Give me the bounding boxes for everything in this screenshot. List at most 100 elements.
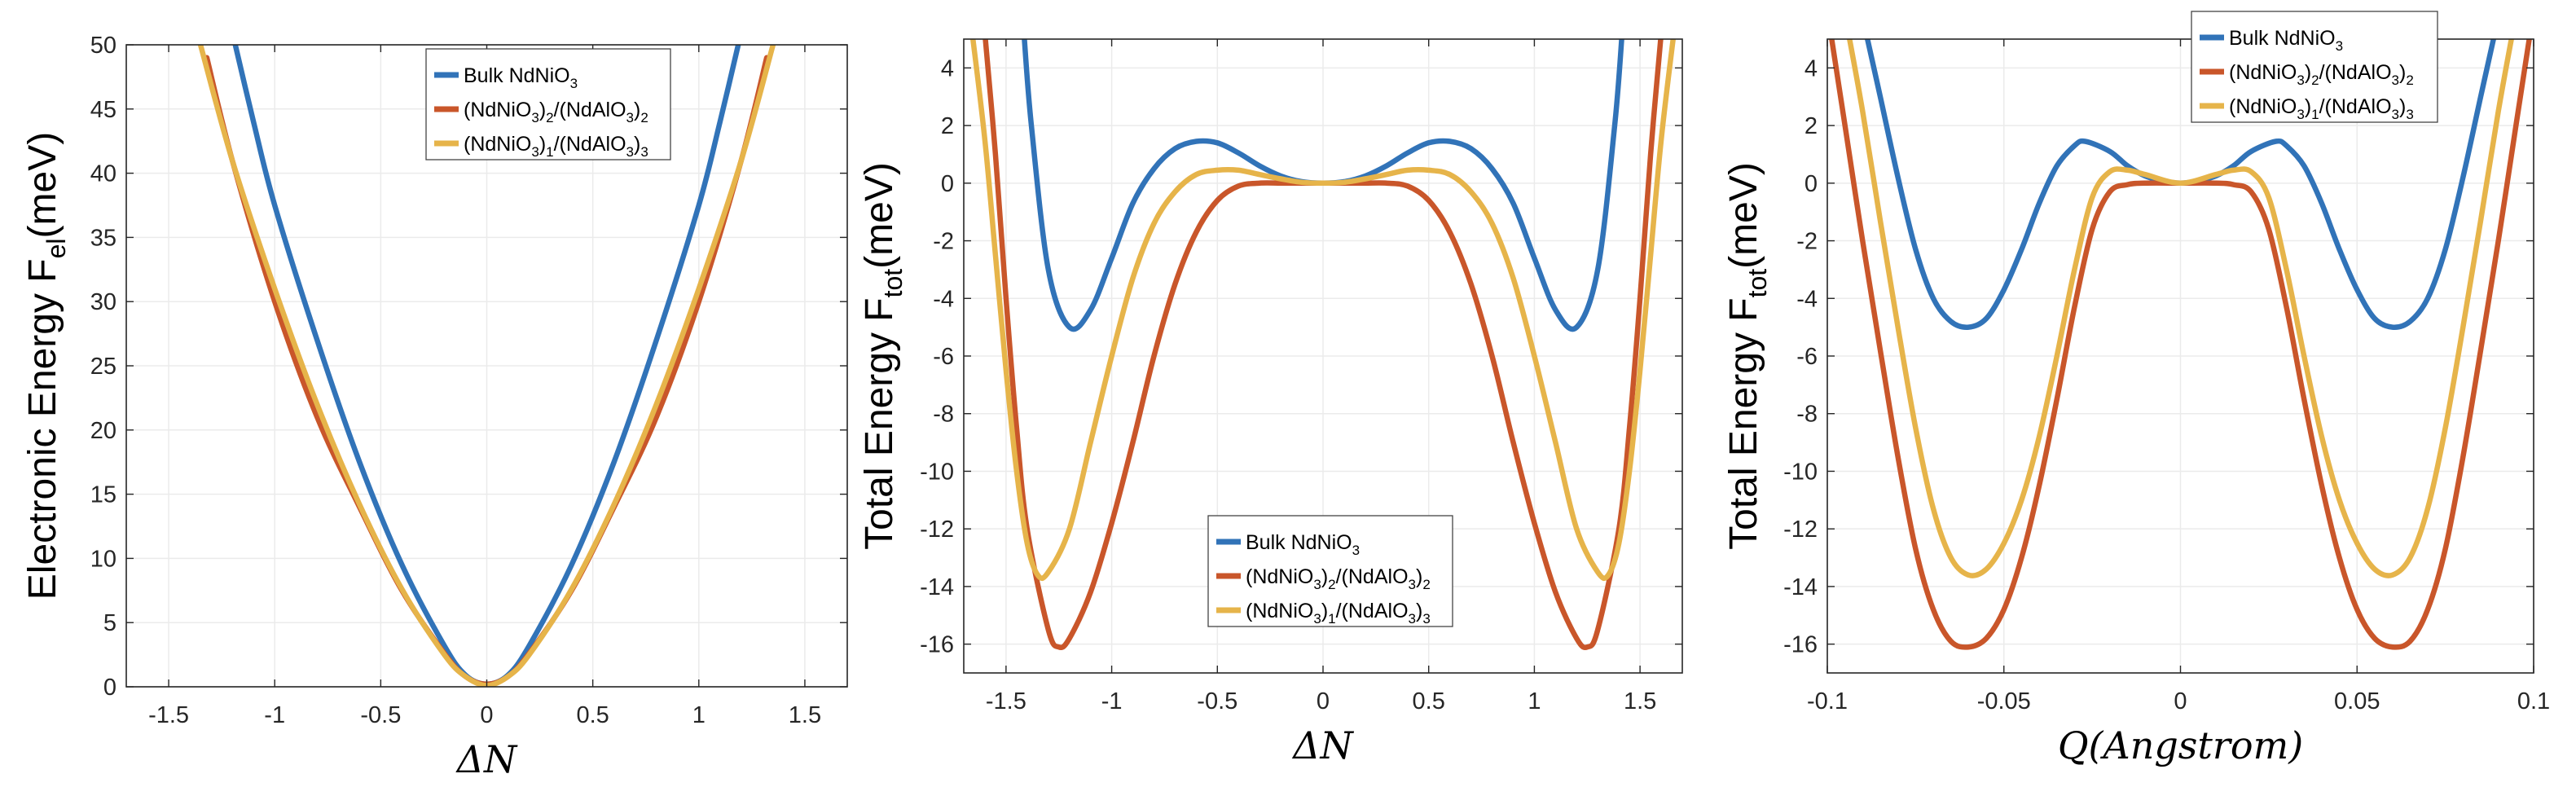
y-tick-label: 20	[90, 418, 116, 444]
x-tick-label: -1.5	[148, 702, 189, 728]
legend-sub: 2	[640, 110, 648, 125]
y-tick-label: -8	[1796, 402, 1818, 428]
y-axis-label-sub: el	[42, 238, 71, 258]
legend: Bulk NdNiO3(NdNiO3)2/(NdAlO3)2(NdNiO3)1/…	[2191, 11, 2438, 123]
legend-part: )	[1416, 565, 1422, 588]
x-axis-label: Q(Angstrom)	[2058, 723, 2303, 767]
legend-label-n1: (NdNiO3)1/(NdAlO3)3	[1246, 600, 1431, 627]
y-axis-label-tail: (meV)	[21, 132, 64, 239]
y-tick-label: 15	[90, 482, 116, 508]
legend-part: )	[634, 99, 640, 121]
legend-part: /(NdAlO	[2319, 61, 2392, 84]
y-axis-label-sub: tot	[878, 269, 908, 298]
legend-part: /(NdAlO	[1336, 600, 1409, 622]
chart-panel-1: -1.5 -1 -0.5 0 0.5 1 1.5 0 5 10 15 20 25 30 35 40 45 50 El…	[21, 33, 848, 781]
y-tick-label: -10	[920, 459, 954, 485]
legend-part: Bulk NdNiO	[1246, 531, 1352, 554]
x-tick-label: -0.5	[1197, 688, 1237, 714]
x-tick-label: -1	[1101, 688, 1123, 714]
y-tick-label: 0	[1805, 171, 1818, 197]
y-axis-label-tail: (meV)	[858, 162, 901, 269]
legend-box	[2191, 11, 2438, 123]
y-axis-label-main: Total Energy F	[858, 297, 901, 549]
legend-part: )	[2305, 61, 2311, 84]
x-tick-label: 0	[1317, 688, 1330, 714]
legend-sub: 3	[531, 144, 538, 160]
legend-part: )	[2305, 95, 2311, 118]
legend-label-n1: (NdNiO3)1/(NdAlO3)3	[2229, 95, 2414, 122]
legend-box	[425, 48, 671, 160]
legend-sub: 2	[2406, 73, 2413, 88]
legend-part: (NdNiO	[1246, 600, 1313, 622]
legend-sub: 3	[1313, 611, 1321, 627]
legend-part: )	[1321, 565, 1328, 588]
y-tick-label: 2	[1805, 113, 1818, 139]
legend-sub: 3	[2297, 107, 2304, 122]
legend: Bulk NdNiO3(NdNiO3)2/(NdAlO3)2(NdNiO3)1/…	[425, 48, 671, 160]
y-tick-label: 10	[90, 546, 116, 572]
legend-sub: 3	[2336, 38, 2343, 54]
legend-box	[1207, 515, 1453, 627]
series-group	[969, 39, 1677, 651]
legend-sub: 1	[2311, 107, 2319, 122]
y-axis-label: Total Energy Ftot(meV)	[1722, 162, 1772, 550]
x-tick-label: 0.1	[2517, 688, 2550, 714]
legend-sub: 3	[2392, 107, 2399, 122]
legend-part: /(NdAlO	[554, 133, 626, 156]
series-group	[1829, 39, 2532, 650]
x-tick-label: 0.05	[2334, 688, 2380, 714]
y-tick-label: -6	[933, 344, 954, 370]
x-tick-label: -1	[264, 702, 285, 728]
legend-label-bulk: Bulk NdNiO3	[1246, 531, 1360, 558]
y-tick-label: -4	[933, 286, 954, 312]
legend-part: Bulk NdNiO	[2229, 27, 2336, 50]
legend-label-bulk: Bulk NdNiO3	[2229, 27, 2343, 54]
legend-sub: 1	[546, 144, 553, 160]
y-tick-label: 2	[941, 113, 954, 139]
legend-label-n2: (NdNiO3)2/(NdAlO3)2	[1246, 565, 1431, 592]
legend-part: /(NdAlO	[1336, 565, 1409, 588]
y-tick-label: 30	[90, 289, 116, 315]
x-tick-label: -0.1	[1807, 688, 1848, 714]
legend-label-n2: (NdNiO3)2/(NdAlO3)2	[2229, 61, 2414, 88]
legend-sub: 3	[1422, 611, 1430, 627]
y-axis-label: Electronic Energy Fel(meV)	[21, 132, 71, 600]
y-tick-label: -4	[1796, 286, 1818, 312]
x-tick-label: 0	[480, 702, 493, 728]
y-tick-label: 40	[90, 161, 116, 187]
y-axis-label-sub: tot	[1743, 269, 1772, 298]
legend-label-bulk: Bulk NdNiO3	[464, 64, 578, 91]
x-tick-label: -1.5	[986, 688, 1026, 714]
legend-label-n1: (NdNiO3)1/(NdAlO3)3	[464, 133, 648, 160]
legend-part: (NdNiO	[2229, 61, 2297, 84]
y-tick-label: 50	[90, 33, 116, 59]
series-line-n1	[969, 39, 1677, 582]
legend-label-n2: (NdNiO3)2/(NdAlO3)2	[464, 99, 648, 125]
x-tick-label: 1	[692, 702, 706, 728]
x-tick-label: 0.5	[1413, 688, 1445, 714]
legend-sub: 3	[640, 144, 648, 160]
legend: Bulk NdNiO3(NdNiO3)2/(NdAlO3)2(NdNiO3)1/…	[1207, 515, 1453, 627]
y-tick-label: 5	[103, 610, 116, 636]
y-tick-label: -14	[920, 574, 954, 600]
legend-sub: 1	[1328, 611, 1335, 627]
x-tick-label: 0.5	[576, 702, 609, 728]
legend-part: /(NdAlO	[2319, 95, 2392, 118]
legend-part: )	[539, 133, 546, 156]
chart-panel-2: -1.5 -1 -0.5 0 0.5 1 1.5 -16 -14 -12 -10 -8 -6 -4 -2 0 2…	[858, 38, 1683, 767]
legend-sub: 3	[1409, 577, 1416, 592]
legend-sub: 3	[531, 110, 538, 125]
x-tick-label: 1	[1528, 688, 1541, 714]
y-tick-label: -2	[1796, 229, 1818, 255]
y-tick-label: 0	[941, 171, 954, 197]
legend-sub: 3	[1352, 543, 1360, 558]
x-tick-label: 1.5	[789, 702, 821, 728]
y-tick-label: 25	[90, 354, 116, 380]
legend-sub: 3	[2392, 73, 2399, 88]
x-tick-label: 1.5	[1624, 688, 1656, 714]
legend-part: )	[634, 133, 640, 156]
y-tick-label: -16	[1783, 632, 1818, 658]
y-tick-label: -8	[933, 402, 954, 428]
y-tick-label: 4	[1805, 55, 1818, 81]
legend-part: )	[1321, 600, 1328, 622]
